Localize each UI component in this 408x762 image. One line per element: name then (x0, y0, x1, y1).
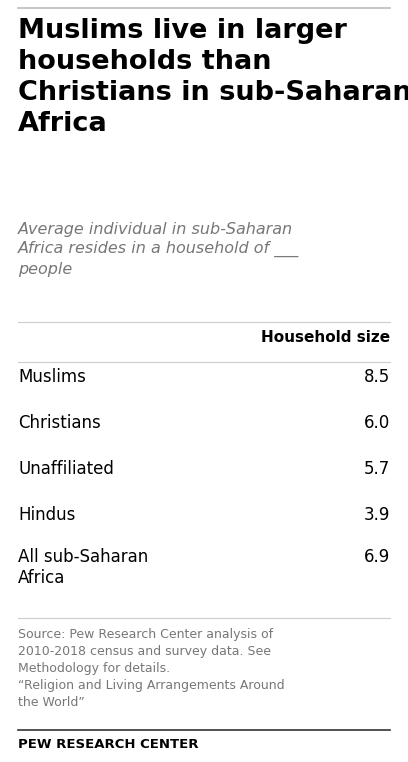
Text: Household size: Household size (261, 330, 390, 345)
Text: 6.0: 6.0 (364, 414, 390, 432)
Text: 6.9: 6.9 (364, 548, 390, 566)
Text: Average individual in sub-Saharan
Africa resides in a household of ___
people: Average individual in sub-Saharan Africa… (18, 222, 299, 277)
Text: PEW RESEARCH CENTER: PEW RESEARCH CENTER (18, 738, 199, 751)
Text: Muslims live in larger
households than
Christians in sub-Saharan
Africa: Muslims live in larger households than C… (18, 18, 408, 137)
Text: 3.9: 3.9 (364, 506, 390, 524)
Text: 5.7: 5.7 (364, 460, 390, 478)
Text: Source: Pew Research Center analysis of
2010-2018 census and survey data. See
Me: Source: Pew Research Center analysis of … (18, 628, 285, 709)
Text: All sub-Saharan
Africa: All sub-Saharan Africa (18, 548, 148, 587)
Text: Unaffiliated: Unaffiliated (18, 460, 114, 478)
Text: Christians: Christians (18, 414, 101, 432)
Text: 8.5: 8.5 (364, 368, 390, 386)
Text: Muslims: Muslims (18, 368, 86, 386)
Text: Hindus: Hindus (18, 506, 75, 524)
